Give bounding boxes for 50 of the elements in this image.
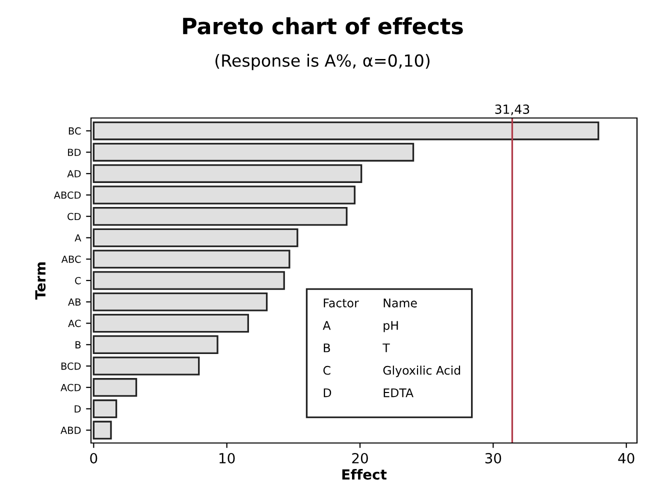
bar bbox=[92, 250, 290, 269]
bar bbox=[92, 378, 138, 397]
bar bbox=[92, 206, 348, 226]
annotation: EDTA bbox=[384, 388, 414, 398]
annotation: C bbox=[323, 366, 330, 375]
y-tick-label: A bbox=[74, 234, 82, 242]
bar bbox=[92, 420, 112, 440]
bar bbox=[92, 314, 249, 333]
y-tick-label: ABD bbox=[60, 426, 81, 434]
y-tick-label: AC bbox=[68, 320, 81, 328]
chart-subtitle: (Response is A%, α=0,10) bbox=[216, 54, 430, 70]
y-tick-label: B bbox=[76, 341, 81, 348]
x-tick-label: 10 bbox=[220, 452, 235, 464]
y-tick-label: D bbox=[74, 405, 81, 412]
ref-line-label: 31,43 bbox=[495, 104, 530, 116]
annotation: Factor bbox=[324, 298, 359, 308]
y-tick-label: BC bbox=[68, 127, 81, 135]
annotation: B bbox=[324, 344, 330, 352]
bar bbox=[92, 142, 414, 162]
annotation: Glyoxilic Acid bbox=[383, 366, 460, 378]
x-tick-label: 30 bbox=[485, 452, 502, 464]
y-tick-label: AD bbox=[67, 170, 81, 178]
x-tick-label: 0 bbox=[90, 452, 98, 464]
bar bbox=[92, 335, 218, 354]
annotation: pH bbox=[384, 321, 398, 332]
y-tick-label: ACD bbox=[60, 384, 81, 392]
bar bbox=[92, 271, 285, 290]
bar bbox=[92, 292, 268, 312]
annotation: D bbox=[324, 388, 332, 398]
y-tick-label: ABCD bbox=[54, 191, 81, 199]
annotation: Name bbox=[384, 298, 417, 308]
bar bbox=[92, 399, 118, 418]
y-tick-label: BD bbox=[68, 148, 81, 156]
y-tick-label: C bbox=[75, 276, 81, 284]
y-tick-label: CD bbox=[68, 212, 81, 220]
y-tick-label: AB bbox=[68, 298, 81, 306]
y-tick-label: ABC bbox=[61, 256, 81, 263]
annotation: A bbox=[322, 321, 331, 330]
x-axis-title: Effect bbox=[342, 468, 387, 480]
bar bbox=[92, 164, 362, 183]
x-tick-label: 40 bbox=[618, 452, 634, 464]
bar bbox=[92, 228, 298, 248]
bar bbox=[92, 356, 200, 376]
bar bbox=[92, 121, 600, 140]
y-axis-title: Term bbox=[35, 262, 46, 300]
annotation: T bbox=[382, 344, 390, 352]
y-tick-label: BCD bbox=[61, 362, 81, 370]
chart-title: Pareto chart of effects bbox=[183, 17, 463, 34]
x-tick-label: 20 bbox=[352, 452, 368, 464]
bar bbox=[92, 186, 356, 204]
